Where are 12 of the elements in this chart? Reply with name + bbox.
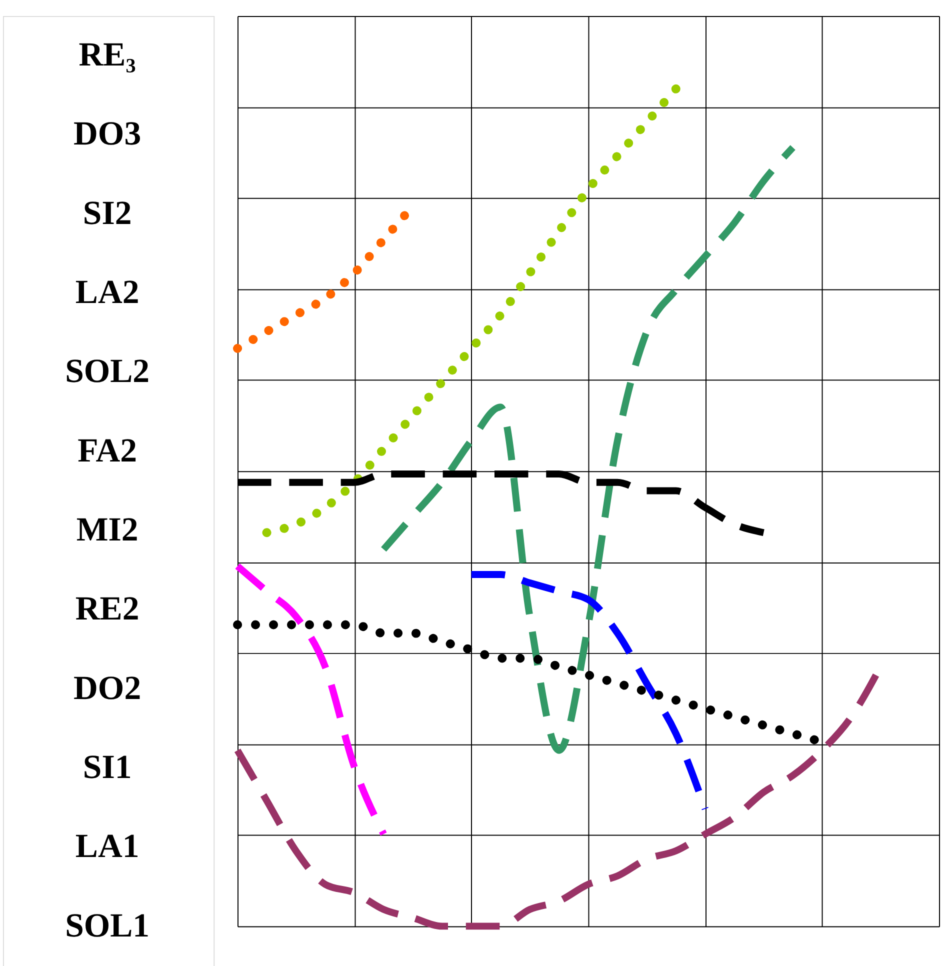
text: FA2 bbox=[78, 432, 138, 470]
text: LA2 bbox=[75, 274, 140, 312]
text: LA1 bbox=[75, 828, 140, 866]
text: DO2 bbox=[74, 670, 142, 707]
text: RE₃ bbox=[78, 36, 136, 74]
text: DO3 bbox=[74, 116, 142, 153]
text: SI2 bbox=[82, 194, 132, 232]
text: SOL1 bbox=[65, 907, 150, 944]
text: SI1 bbox=[82, 748, 132, 786]
text: RE2 bbox=[75, 590, 140, 628]
text: SOL2 bbox=[65, 353, 150, 390]
text: MI2 bbox=[76, 511, 138, 548]
